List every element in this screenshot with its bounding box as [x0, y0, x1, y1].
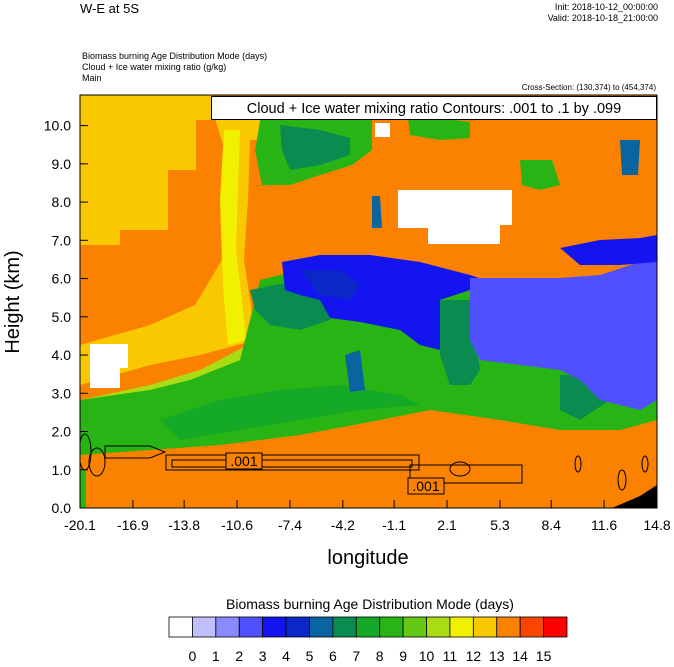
colorbar-title: Biomass burning Age Distribution Mode (d… — [226, 596, 514, 612]
colorbar-swatch — [262, 616, 287, 638]
colorbar-swatch — [472, 616, 498, 638]
colorbar-label: 0 — [189, 648, 197, 664]
y-tick-label: 2.0 — [52, 424, 72, 440]
x-axis: -20.1 -16.9 -13.8 -10.6 -7.4 -4.2 -1.1 2.1 5.3 8.… — [64, 500, 671, 533]
y-tick-label: 6.0 — [52, 271, 72, 287]
colorbar-label: 7 — [352, 648, 360, 664]
x-tick-label: -4.2 — [331, 517, 355, 533]
colorbar-label: 1 — [212, 648, 220, 664]
y-tick-label: 5.0 — [52, 309, 72, 325]
colorbar-label: 15 — [536, 648, 552, 664]
colorbar-swatch — [285, 616, 310, 638]
plot-frame — [79, 94, 658, 509]
y-tick-label: 1.0 — [52, 462, 72, 478]
x-tick-label: -20.1 — [64, 517, 96, 533]
y-tick-label: 9.0 — [52, 156, 72, 172]
colorbar-swatch — [426, 616, 451, 638]
colorbar-label: 14 — [512, 648, 528, 664]
colorbar-swatch — [449, 616, 474, 638]
colorbar-label: 11 — [443, 648, 458, 664]
colorbar-swatch — [332, 616, 357, 638]
colorbar-swatch — [519, 616, 544, 638]
colorbar: 0 1 2 3 4 5 6 7 8 9 10 11 12 13 14 15 — [168, 616, 568, 664]
colorbar-swatch — [168, 616, 193, 638]
x-tick-label: 8.4 — [541, 517, 561, 533]
shaded-field — [80, 95, 657, 508]
colorbar-swatch — [192, 616, 217, 638]
plot-title: W-E at 5S — [80, 1, 140, 16]
contour-label: .001 — [412, 478, 439, 494]
x-tick-label: -1.1 — [382, 517, 406, 533]
valid-time: Valid: 2018-10-18_21:00:00 — [547, 13, 658, 23]
colorbar-label: 3 — [259, 648, 267, 664]
colorbar-label: 12 — [466, 648, 482, 664]
y-tick-label: 10.0 — [44, 118, 71, 134]
y-tick-label: 4.0 — [52, 347, 72, 363]
colorbar-label: 6 — [329, 648, 337, 664]
colorbar-label: 2 — [235, 648, 243, 664]
y-tick-label: 8.0 — [52, 194, 72, 210]
field-label-cloud: Cloud + Ice water mixing ratio (g/kg) — [82, 62, 227, 72]
x-tick-label: 14.8 — [643, 517, 670, 533]
colorbar-label: 10 — [419, 648, 435, 664]
colorbar-label: 8 — [376, 648, 384, 664]
contour-info-box: Cloud + Ice water mixing ratio Contours:… — [211, 96, 657, 120]
colorbar-label: 5 — [306, 648, 314, 664]
colorbar-swatch — [402, 616, 427, 638]
x-tick-label: 11.6 — [591, 517, 617, 533]
contour-label: .001 — [230, 453, 257, 469]
field-label-biomass: Biomass burning Age Distribution Mode (d… — [82, 51, 268, 61]
colorbar-swatch — [496, 616, 521, 638]
colorbar-swatch — [238, 616, 264, 638]
x-tick-label: -13.8 — [168, 517, 200, 533]
x-axis-label: longitude — [327, 547, 408, 569]
cross-section-label: Cross-Section: (130,374) to (454,374) — [521, 83, 656, 92]
colorbar-label: 9 — [399, 648, 407, 664]
field-label-main: Main — [82, 73, 102, 83]
colorbar-swatch — [543, 616, 568, 638]
x-tick-label: -10.6 — [221, 517, 253, 533]
x-tick-label: -16.9 — [117, 517, 149, 533]
x-tick-label: -7.4 — [278, 517, 302, 533]
y-tick-label: 0.0 — [52, 500, 72, 516]
colorbar-label: 4 — [282, 648, 290, 664]
colorbar-swatch — [215, 616, 240, 638]
y-tick-label: 3.0 — [52, 385, 72, 401]
x-tick-label: 2.1 — [437, 517, 457, 533]
colorbar-swatch — [379, 616, 404, 638]
colorbar-label: 13 — [489, 648, 505, 664]
y-axis-label: Height (km) — [2, 250, 24, 353]
colorbar-swatch — [355, 616, 381, 638]
y-axis: 0.0 1.0 2.0 3.0 4.0 5.0 6.0 7.0 8.0 9.0 10.0 — [44, 118, 88, 516]
colorbar-swatch — [309, 616, 334, 638]
y-tick-label: 7.0 — [52, 232, 72, 248]
init-time: Init: 2018-10-12_00:00:00 — [554, 2, 658, 12]
x-tick-label: 5.3 — [490, 517, 510, 533]
